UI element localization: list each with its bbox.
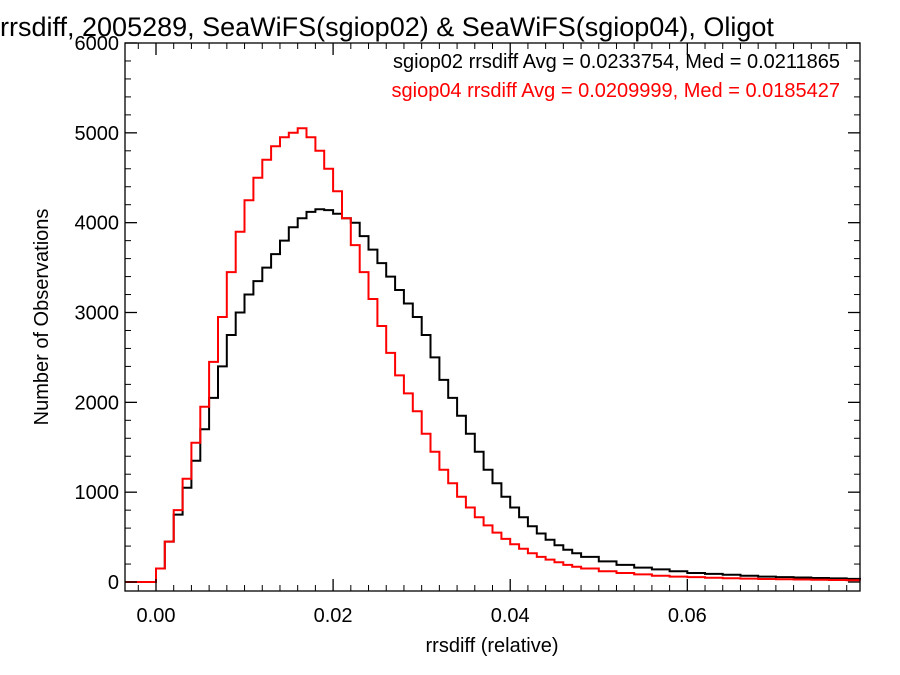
x-axis-ticks: 0.00 0.02 0.04 0.06 <box>137 43 848 627</box>
x-tick-label: 0.04 <box>491 605 530 627</box>
y-tick-label: 1000 <box>75 482 120 504</box>
series-lines <box>125 127 861 583</box>
y-tick-label: 2000 <box>75 392 120 414</box>
legend-entry-sgiop02: sgiop02 rrsdiff Avg = 0.0233754, Med = 0… <box>393 51 840 73</box>
x-tick-label: 0.02 <box>314 605 353 627</box>
y-tick-label: 5000 <box>75 123 120 145</box>
series-line-sgiop04 <box>125 127 861 583</box>
y-tick-label: 4000 <box>75 213 120 235</box>
chart-title: rrsdiff, 2005289, SeaWiFS(sgiop02) & Sea… <box>0 12 774 42</box>
series-line-sgiop02 <box>125 208 861 583</box>
y-axis-ticks: 0 1000 2000 3000 4000 5000 6000 <box>75 33 860 594</box>
y-tick-label: 6000 <box>75 33 120 55</box>
x-axis-label: rrsdiff (relative) <box>426 635 559 657</box>
x-tick-label: 0.06 <box>668 605 707 627</box>
y-tick-label: 3000 <box>75 303 120 325</box>
y-axis-label: Number of Observations <box>31 209 53 426</box>
x-tick-label: 0.00 <box>137 605 176 627</box>
legend-entry-sgiop04: sgiop04 rrsdiff Avg = 0.0209999, Med = 0… <box>392 80 841 102</box>
y-tick-label: 0 <box>108 572 119 594</box>
